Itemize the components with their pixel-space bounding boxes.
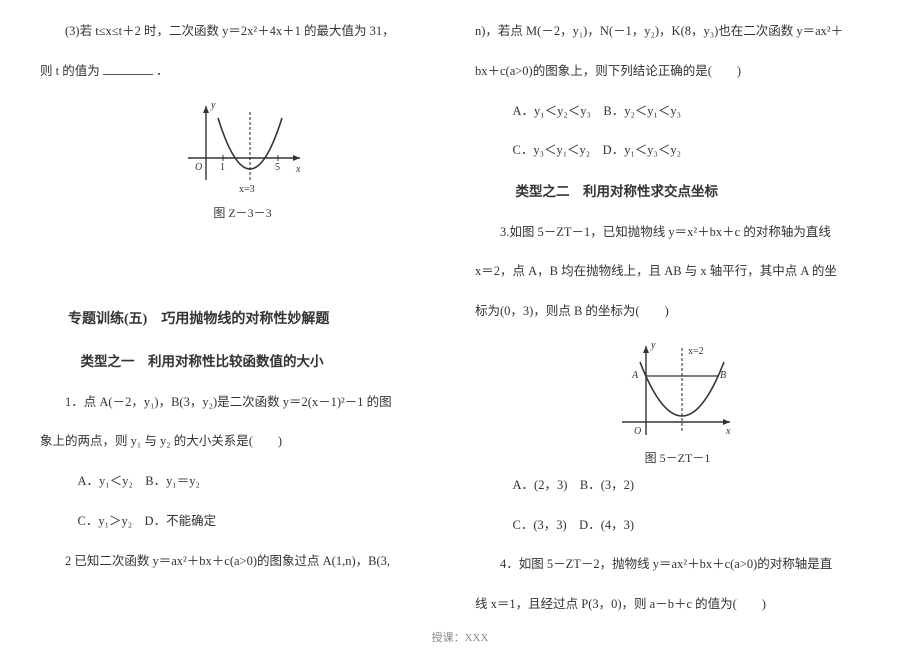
svg-text:x: x — [725, 426, 731, 437]
svg-text:y: y — [650, 340, 656, 351]
q3-part-a: (3)若 t≤x≤t＋2 时，二次函数 y＝2x²＋4x＋1 的最大值为 31， — [40, 20, 445, 44]
cont-line-b: bx＋c(a>0)的图象上，则下列结论正确的是( ) — [475, 60, 880, 84]
q2-line-a: 2 已知二次函数 y＝ax²＋bx＋c(a>0)的图象过点 A(1,n)，B(3… — [40, 550, 445, 574]
svg-text:x=2: x=2 — [688, 346, 704, 357]
q4-line-a: 4．如图 5－ZT－2，抛物线 y＝ax²＋bx＋c(a>0)的对称轴是直 — [475, 553, 880, 577]
subheading-2: 类型之二 利用对称性求交点坐标 — [475, 179, 880, 205]
q1-line-b: 象上的两点，则 y₁ 与 y₂ 的大小关系是( ) — [40, 430, 445, 454]
left-column: (3)若 t≤x≤t＋2 时，二次函数 y＝2x²＋4x＋1 的最大值为 31，… — [40, 20, 460, 610]
q2-options-a: A．y₁＜y₂＜y₃ B．y₂＜y₁＜y₃ — [475, 100, 880, 124]
spacer — [40, 229, 445, 299]
page-container: (3)若 t≤x≤t＋2 时，二次函数 y＝2x²＋4x＋1 的最大值为 31，… — [0, 0, 920, 620]
figure-1: y x O 1 5 x=3 图 Z－3－3 — [40, 100, 445, 221]
q3r-line-a: 3.如图 5－ZT－1，已知抛物线 y＝x²＋bx＋c 的对称轴为直线 — [475, 221, 880, 245]
figure-1-svg: y x O 1 5 x=3 — [178, 100, 308, 195]
svg-text:x=3: x=3 — [239, 184, 255, 195]
q3r-options-b: C．(3，3) D．(4，3) — [475, 514, 880, 538]
q3-part-b-line: 则 t 的值为 ． — [40, 60, 445, 84]
svg-text:B: B — [720, 370, 726, 381]
main-heading: 专题训练(五) 巧用抛物线的对称性妙解题 — [40, 307, 445, 334]
q2-options-b: C．y₃＜y₁＜y₂ D．y₁＜y₃＜y₂ — [475, 139, 880, 163]
q3-text-b: 则 t 的值为 — [40, 64, 100, 78]
q1-options-a: A．y₁＜y₂ B．y₁＝y₂ — [40, 470, 445, 494]
q1-options-b: C．y₁＞y₂ D．不能确定 — [40, 510, 445, 534]
cont-line-a: n)，若点 M(－2，y₁)，N(－1，y₂)，K(8，y₃)也在二次函数 y＝… — [475, 20, 880, 44]
figure-2-svg: y x O A B x=2 — [618, 340, 738, 440]
fill-blank — [103, 63, 153, 75]
q3-text-c: ． — [156, 64, 169, 78]
q3-text-a: (3)若 t≤x≤t＋2 时，二次函数 y＝2x²＋4x＋1 的最大值为 31， — [65, 24, 395, 38]
q3r-line-b: x＝2，点 A，B 均在抛物线上，且 AB 与 x 轴平行，其中点 A 的坐 — [475, 260, 880, 284]
right-column: n)，若点 M(－2，y₁)，N(－1，y₂)，K(8，y₃)也在二次函数 y＝… — [460, 20, 880, 610]
footer-text: 授课：XXX — [0, 629, 920, 645]
q3r-options-a: A．(2，3) B．(3，2) — [475, 474, 880, 498]
svg-text:5: 5 — [275, 162, 280, 173]
svg-text:O: O — [634, 426, 641, 437]
svg-text:A: A — [631, 370, 639, 381]
figure-2: y x O A B x=2 图 5－ZT－1 — [475, 340, 880, 466]
q3r-line-c: 标为(0，3)，则点 B 的坐标为( ) — [475, 300, 880, 324]
q1-line-a: 1．点 A(－2，y₁)，B(3，y₂)是二次函数 y＝2(x－1)²－1 的图 — [40, 391, 445, 415]
svg-text:y: y — [210, 100, 216, 111]
svg-text:1: 1 — [220, 162, 225, 173]
svg-text:x: x — [295, 164, 301, 175]
svg-text:O: O — [195, 162, 202, 173]
q4-line-b: 线 x＝1，且经过点 P(3，0)，则 a－b＋c 的值为( ) — [475, 593, 880, 617]
figure-1-caption: 图 Z－3－3 — [40, 204, 445, 221]
subheading-1: 类型之一 利用对称性比较函数值的大小 — [40, 349, 445, 375]
figure-2-caption: 图 5－ZT－1 — [475, 449, 880, 466]
